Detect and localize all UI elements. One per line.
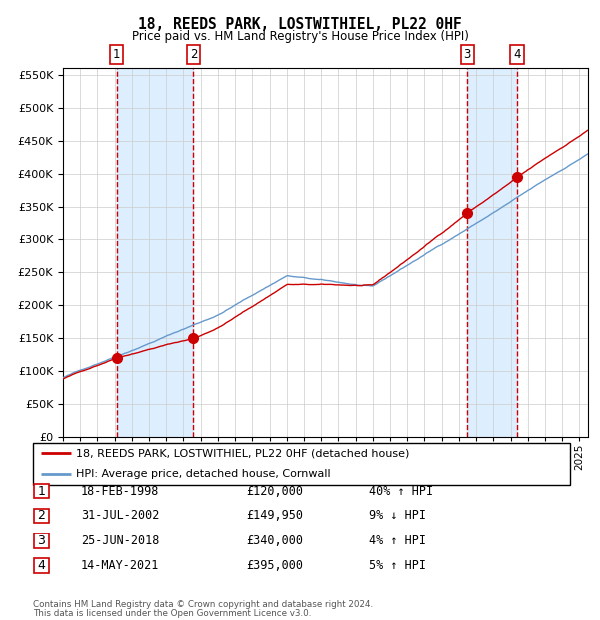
Bar: [117, 68, 193, 437]
Text: 1: 1: [113, 48, 121, 61]
Text: 5% ↑ HPI: 5% ↑ HPI: [369, 559, 426, 572]
Text: This data is licensed under the Open Government Licence v3.0.: This data is licensed under the Open Gov…: [33, 609, 311, 618]
Text: 3: 3: [463, 48, 471, 61]
Text: 18-FEB-1998: 18-FEB-1998: [81, 485, 160, 497]
Text: £149,950: £149,950: [246, 510, 303, 522]
Text: 18, REEDS PARK, LOSTWITHIEL, PL22 0HF (detached house): 18, REEDS PARK, LOSTWITHIEL, PL22 0HF (d…: [76, 448, 409, 458]
FancyBboxPatch shape: [34, 558, 49, 573]
Text: 4% ↑ HPI: 4% ↑ HPI: [369, 534, 426, 547]
Text: 31-JUL-2002: 31-JUL-2002: [81, 510, 160, 522]
FancyBboxPatch shape: [34, 508, 49, 523]
Text: £395,000: £395,000: [246, 559, 303, 572]
Text: £340,000: £340,000: [246, 534, 303, 547]
Text: 3: 3: [37, 534, 46, 547]
FancyBboxPatch shape: [33, 443, 570, 485]
Text: 18, REEDS PARK, LOSTWITHIEL, PL22 0HF: 18, REEDS PARK, LOSTWITHIEL, PL22 0HF: [138, 17, 462, 32]
Text: 2: 2: [190, 48, 197, 61]
Text: 25-JUN-2018: 25-JUN-2018: [81, 534, 160, 547]
Text: 4: 4: [513, 48, 521, 61]
Text: Contains HM Land Registry data © Crown copyright and database right 2024.: Contains HM Land Registry data © Crown c…: [33, 600, 373, 609]
Text: 9% ↓ HPI: 9% ↓ HPI: [369, 510, 426, 522]
FancyBboxPatch shape: [34, 533, 49, 548]
Text: £120,000: £120,000: [246, 485, 303, 497]
Text: 1: 1: [37, 485, 46, 497]
Text: 40% ↑ HPI: 40% ↑ HPI: [369, 485, 433, 497]
Text: 2: 2: [37, 510, 46, 522]
Text: HPI: Average price, detached house, Cornwall: HPI: Average price, detached house, Corn…: [76, 469, 331, 479]
Text: 14-MAY-2021: 14-MAY-2021: [81, 559, 160, 572]
Text: 4: 4: [37, 559, 46, 572]
Text: Price paid vs. HM Land Registry's House Price Index (HPI): Price paid vs. HM Land Registry's House …: [131, 30, 469, 43]
FancyBboxPatch shape: [34, 484, 49, 498]
Bar: [467, 68, 517, 437]
